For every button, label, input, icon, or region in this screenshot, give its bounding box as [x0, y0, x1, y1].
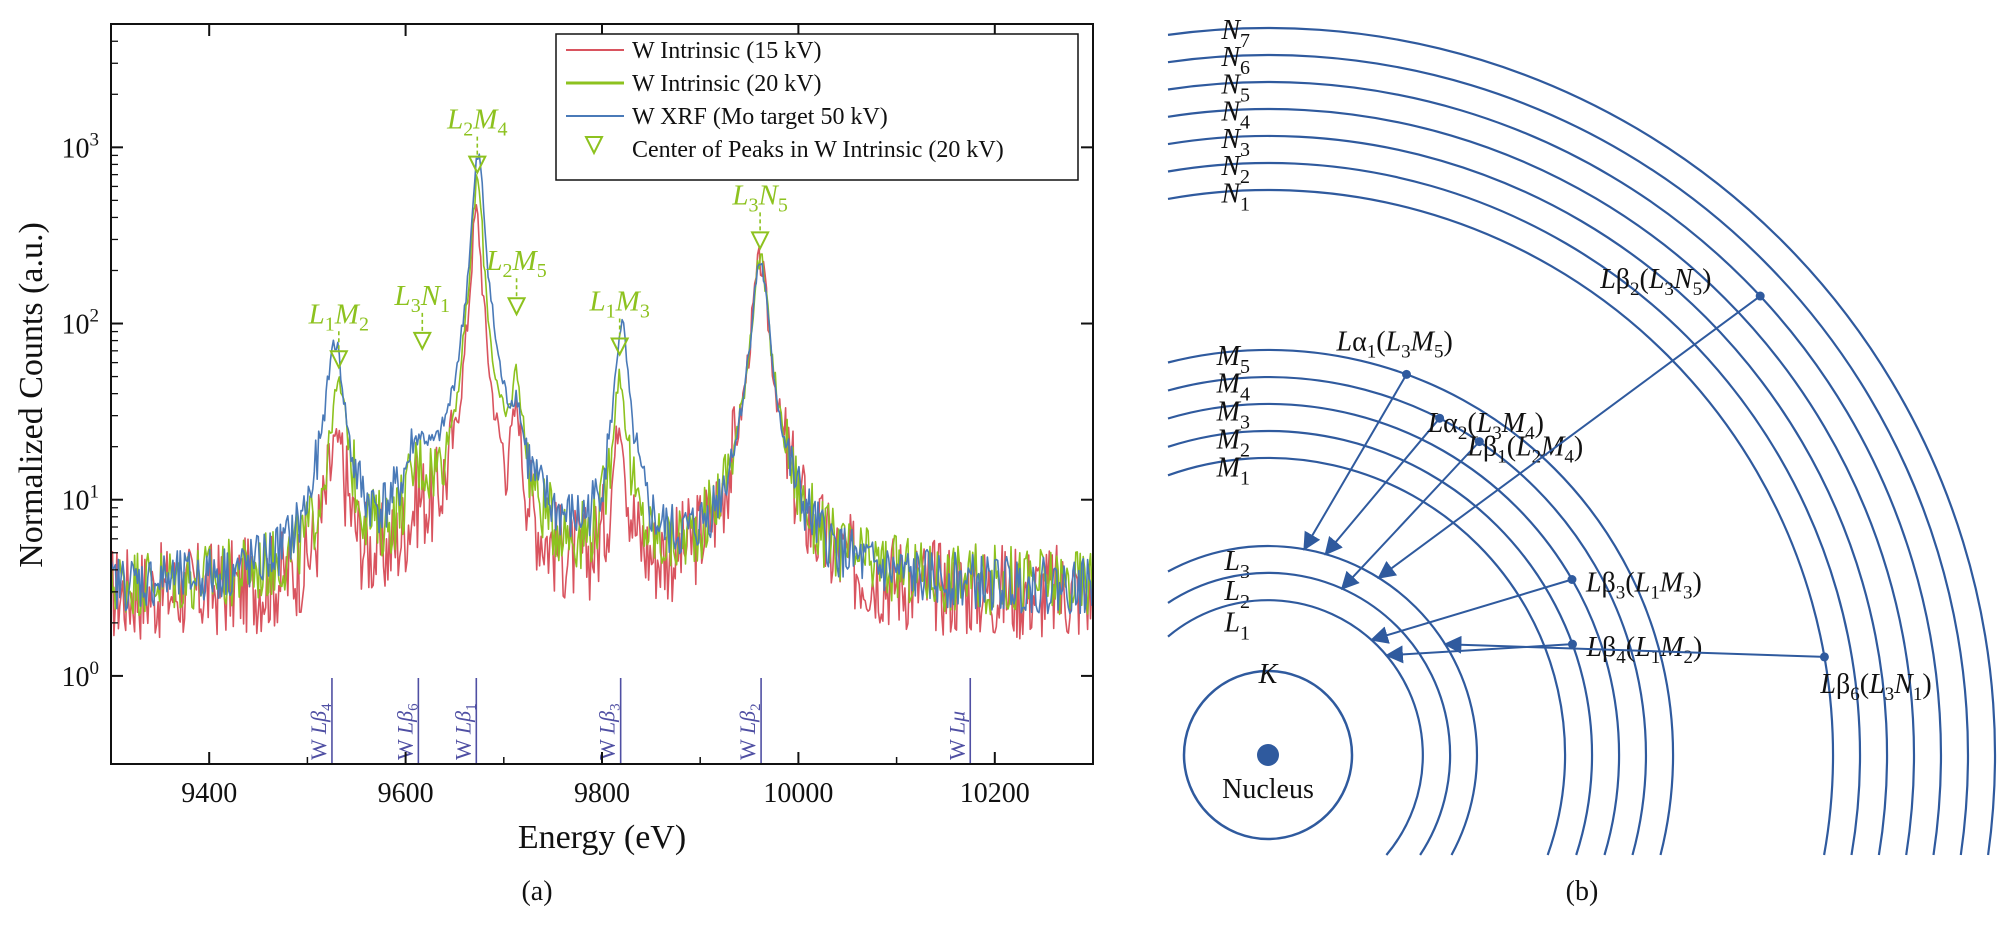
shell-n7 — [1167, 26, 1997, 856]
shell-n1 — [1167, 188, 1835, 856]
transition-label: Lβ2(L3N5) — [1599, 264, 1711, 300]
legend-entry: W Intrinsic (20 kV) — [632, 71, 822, 97]
shell-m3 — [1167, 402, 1621, 856]
transition-arrow — [1369, 578, 1573, 644]
series-layer — [111, 153, 1093, 640]
shell-n4 — [1167, 107, 1916, 856]
x-tick-label: 9800 — [574, 778, 630, 809]
transition-label: Lα2(L3M4) — [1427, 408, 1544, 444]
shell-label: M5 — [1216, 341, 1250, 378]
series-3-line — [111, 153, 1093, 615]
shell-label: M2 — [1216, 424, 1250, 461]
shell-label: N3 — [1220, 124, 1250, 161]
caption-a: (a) — [521, 876, 552, 907]
shell-l1 — [1167, 599, 1424, 856]
shell-l2 — [1167, 571, 1452, 856]
shell-n3 — [1167, 134, 1889, 856]
reference-line-label: W Lβ6 — [392, 703, 421, 760]
series-1-line — [111, 204, 1093, 640]
peak-marker-label: L2M4 — [446, 104, 507, 141]
shell-label: M4 — [1216, 369, 1250, 406]
reference-lines: W Lβ4 W Lβ6 W Lβ1 W Lβ3 W Lβ2 W Lμ — [306, 678, 972, 764]
y-axis-label: Normalized Counts (a.u.) — [13, 222, 50, 568]
shell-n5 — [1167, 80, 1943, 856]
peak-marker-label: L1M3 — [589, 285, 650, 322]
shell-m1 — [1167, 456, 1567, 856]
k-shell — [1182, 669, 1354, 841]
peak-marker-label: L3N1 — [394, 280, 450, 317]
shell-label: L1 — [1223, 607, 1250, 644]
shell-label: L3 — [1223, 546, 1250, 583]
transition-arrow — [1340, 440, 1481, 591]
x-tick-label: 9400 — [181, 778, 237, 809]
peak-marker-triangle — [610, 337, 630, 357]
transition-arrow — [1384, 643, 1573, 664]
shell-label: N2 — [1220, 151, 1250, 188]
y-tick-label: 102 — [62, 306, 100, 341]
transition-label: Lβ1(L2M4) — [1466, 432, 1583, 468]
transition-label: Lβ3(L1M3) — [1585, 568, 1702, 604]
nucleus-dot — [1257, 744, 1279, 766]
reference-line-label: W Lβ4 — [306, 703, 335, 760]
y-tick-label: 101 — [62, 482, 100, 517]
reference-line-label: W Lβ3 — [595, 703, 624, 760]
x-axis-label: Energy (eV) — [518, 819, 686, 856]
shell-label: M3 — [1216, 396, 1250, 433]
shell-label: N7 — [1220, 15, 1250, 52]
shell-label: N5 — [1220, 69, 1250, 106]
peak-marker-triangle — [412, 331, 432, 352]
shell-m2 — [1167, 429, 1594, 856]
transition-arrow — [1443, 635, 1825, 658]
peak-marker-triangle — [506, 297, 527, 317]
shell-l3 — [1167, 544, 1479, 856]
y-tick-label: 103 — [62, 129, 100, 164]
caption-b: (b) — [1566, 876, 1599, 907]
nucleus-label: Nucleus — [1222, 774, 1314, 805]
series-2-line — [111, 174, 1093, 617]
shell-label: N1 — [1220, 178, 1250, 215]
y-axis-ticks: 100 101 102 103 — [62, 23, 1093, 693]
shell-label: N4 — [1220, 97, 1250, 134]
peak-marker-triangle — [467, 155, 487, 175]
x-tick-label: 9600 — [378, 778, 434, 809]
x-tick-label: 10200 — [960, 778, 1030, 809]
shell-label: N6 — [1220, 42, 1250, 79]
peak-marker-label: L1M2 — [308, 298, 369, 335]
transition-label: Lα1(L3M5) — [1336, 326, 1453, 362]
peak-marker-triangle — [750, 231, 770, 251]
transition-arrow — [1377, 295, 1761, 579]
peak-marker-label: L3N5 — [731, 179, 787, 216]
panel-a-spectrum: W Lβ4 W Lβ6 W Lβ1 W Lβ3 W Lβ2 W Lμ L1M2 L3N1 L2… — [13, 23, 1094, 907]
reference-line-label: W Lβ1 — [450, 703, 479, 760]
transition-label: Lβ4(L1M2) — [1585, 632, 1702, 668]
shell-n2 — [1167, 161, 1862, 856]
legend-swatch-triangle — [584, 136, 604, 156]
k-shell-label: K — [1258, 659, 1279, 690]
shell-label: M1 — [1216, 452, 1250, 489]
shell-n6 — [1167, 53, 1970, 856]
peak-marker-label: L2M5 — [485, 245, 546, 282]
shell-m4 — [1167, 375, 1648, 856]
transition-arrow — [1303, 373, 1408, 551]
reference-line-label: W Lβ2 — [735, 703, 764, 760]
peak-marker-triangle — [329, 350, 349, 370]
legend-entry: W Intrinsic (15 kV) — [632, 38, 822, 64]
transition-arrow — [1324, 417, 1441, 556]
reference-line-label: W Lμ — [944, 711, 969, 760]
x-axis-ticks: 9400 9600 9800 10000 10200 — [181, 24, 1030, 809]
peak-markers: L1M2 L3N1 L2M4 L2M5 L1M3 L3N5 — [308, 104, 788, 370]
legend-box — [555, 33, 1079, 181]
x-tick-label: 10000 — [763, 778, 833, 809]
transition-label: Lβ6(L3N1) — [1819, 669, 1931, 705]
legend-entry: Center of Peaks in W Intrinsic (20 kV) — [632, 137, 1004, 163]
y-tick-label: 100 — [62, 658, 100, 693]
shell-m5 — [1167, 348, 1675, 856]
transitions: Lα1(L3M5) Lα2(L3M4)Lβ1(L2M4) Lβ2(L3N5) Lβ3(… — [1303, 264, 1932, 705]
legend: W Intrinsic (15 kV) W Intrinsic (20 kV) W … — [555, 33, 1079, 181]
legend-entry: W XRF (Mo target 50 kV) — [632, 104, 888, 130]
